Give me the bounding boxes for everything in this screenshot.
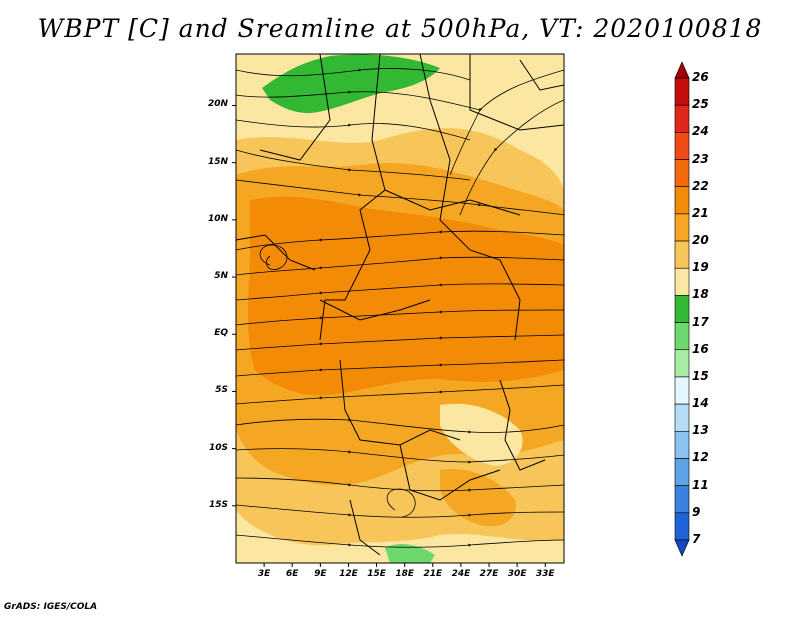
map-frame bbox=[235, 53, 565, 564]
lat-label: 5N bbox=[214, 271, 228, 282]
colorbar-cell bbox=[674, 403, 690, 432]
colorbar-cell bbox=[674, 132, 690, 160]
colorbar-cell bbox=[674, 458, 690, 486]
colorbar-label: 22 bbox=[692, 178, 709, 193]
colorbar-label: 7 bbox=[692, 532, 701, 546]
colorbar-cell bbox=[674, 349, 690, 378]
colorbar-label: 11 bbox=[692, 477, 709, 492]
lon-label: 21E bbox=[423, 569, 443, 579]
colorbar-label: 17 bbox=[692, 314, 709, 329]
colorbar-cell bbox=[674, 485, 690, 514]
colorbar-label: 16 bbox=[692, 341, 709, 356]
colorbar-label: 18 bbox=[692, 287, 709, 302]
streamlines bbox=[236, 68, 564, 548]
colorbar-cell bbox=[674, 322, 690, 351]
colorbar-label: 21 bbox=[692, 205, 709, 220]
colorbar-cell bbox=[674, 295, 690, 323]
colorbar-label: 25 bbox=[692, 97, 709, 112]
colorbar-label: 13 bbox=[692, 423, 709, 438]
lat-ticks bbox=[232, 104, 236, 507]
lat-label: 5S bbox=[215, 385, 228, 396]
colorbar-cell bbox=[674, 77, 690, 106]
lat-label: 20N bbox=[207, 99, 228, 110]
lon-label: 18E bbox=[395, 569, 415, 579]
colorbar-label: 14 bbox=[692, 396, 709, 411]
lat-label: EQ bbox=[214, 328, 228, 339]
lon-label: 30E bbox=[507, 569, 527, 579]
colorbar-label: 12 bbox=[692, 450, 709, 465]
lon-label: 33E bbox=[535, 569, 555, 579]
lon-label: 3E bbox=[257, 569, 271, 579]
colorbar-cell bbox=[674, 186, 690, 215]
lat-label: 10S bbox=[208, 442, 228, 453]
lat-label: 15N bbox=[207, 156, 228, 167]
wbpt-17-patch bbox=[385, 544, 435, 563]
colorbar-cell bbox=[674, 512, 690, 541]
colorbar-label: 19 bbox=[692, 260, 709, 275]
colorbar-cell bbox=[674, 430, 690, 459]
lat-label: 10N bbox=[207, 213, 228, 224]
vortex-west bbox=[259, 244, 288, 270]
colorbar-label: 15 bbox=[692, 368, 709, 383]
colorbar-cell bbox=[674, 240, 690, 269]
wbpt-17-region bbox=[262, 54, 440, 114]
wbpt-21-region bbox=[247, 196, 564, 396]
footer-credit: GrADS: IGES/COLA bbox=[4, 602, 98, 612]
lon-label: 24E bbox=[451, 569, 471, 579]
lon-label: 27E bbox=[479, 569, 499, 579]
chart-title: WBPT [C] and Sreamline at 500hPa, VT: 20… bbox=[37, 14, 763, 43]
lon-label: 6E bbox=[286, 569, 299, 579]
colorbar-label: 20 bbox=[692, 233, 709, 248]
colorbar-cell bbox=[674, 104, 690, 133]
lat-label: 15S bbox=[208, 499, 228, 510]
colorbar-cell bbox=[674, 213, 690, 242]
colorbar-cell bbox=[674, 539, 690, 557]
lon-ticks bbox=[263, 563, 546, 567]
colorbar-cell bbox=[674, 61, 690, 79]
lon-label: 9E bbox=[314, 569, 327, 579]
lon-label: 15E bbox=[367, 569, 386, 579]
colorbar-cell bbox=[674, 159, 690, 188]
colorbar-cell bbox=[674, 376, 690, 405]
colorbar-cell bbox=[674, 267, 690, 296]
lon-label: 12E bbox=[339, 569, 358, 579]
colorbar-label: 9 bbox=[692, 504, 701, 519]
colorbar-label: 23 bbox=[692, 151, 709, 166]
colorbar-label: 24 bbox=[692, 124, 709, 139]
vortex-south bbox=[386, 488, 416, 518]
colorbar-label: 26 bbox=[692, 70, 709, 84]
